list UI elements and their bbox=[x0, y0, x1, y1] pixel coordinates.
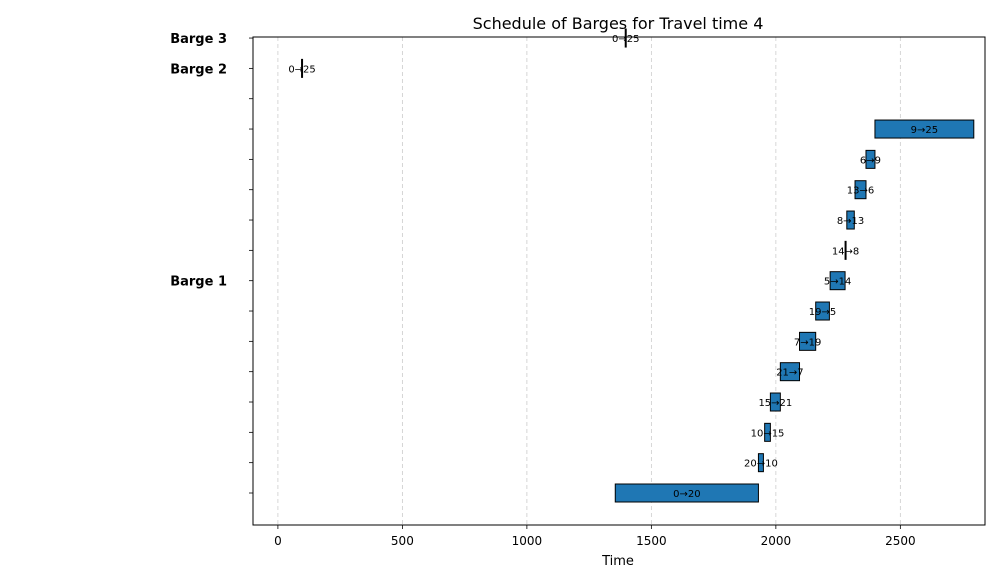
task-bar bbox=[874, 119, 975, 139]
task-bar bbox=[779, 362, 801, 382]
task-label: 13→6 bbox=[847, 186, 874, 197]
y-axis: Barge 1 Barge 2 Barge 3 bbox=[170, 32, 253, 494]
task-bar bbox=[757, 453, 764, 473]
task-bar bbox=[301, 58, 304, 78]
task-bar bbox=[614, 483, 759, 503]
x-tick-label: 1000 bbox=[512, 534, 543, 548]
task-label: 6→9 bbox=[860, 155, 881, 166]
y-row-label: Barge 1 bbox=[170, 275, 227, 290]
task-label: 5→14 bbox=[824, 277, 851, 288]
task-bar bbox=[815, 301, 830, 321]
task-label: 20→10 bbox=[744, 459, 778, 470]
task-bar bbox=[846, 210, 855, 230]
task-bar bbox=[769, 392, 781, 412]
grid-lines bbox=[277, 37, 901, 525]
x-axis: 0 500 1000 1500 2000 2500 bbox=[274, 525, 916, 548]
task-label: 7→19 bbox=[794, 337, 821, 348]
task-bar bbox=[854, 180, 867, 200]
task-bars: 0→20 20→10 10→15 15→21 21→7 7→19 19→5 5→14 14→8 8… bbox=[288, 28, 975, 503]
task-label: 0→20 bbox=[673, 489, 700, 500]
task-bar bbox=[764, 422, 771, 442]
y-row-label: Barge 2 bbox=[170, 62, 227, 77]
task-bar bbox=[829, 271, 846, 291]
task-bar bbox=[799, 331, 817, 351]
x-tick-label: 2000 bbox=[761, 534, 792, 548]
x-axis-label: Time bbox=[601, 554, 634, 569]
plot-frame bbox=[252, 36, 986, 526]
x-tick-label: 2500 bbox=[885, 534, 916, 548]
axes-frame bbox=[252, 36, 986, 526]
task-label: 8→13 bbox=[837, 216, 864, 227]
task-label: 9→25 bbox=[911, 125, 938, 136]
chart-title: Schedule of Barges for Travel time 4 bbox=[473, 14, 764, 33]
task-bar bbox=[865, 149, 876, 169]
task-bar bbox=[844, 240, 847, 260]
task-label: 15→21 bbox=[758, 398, 792, 409]
x-tick-label: 500 bbox=[391, 534, 414, 548]
task-label: 21→7 bbox=[776, 368, 803, 379]
task-label: 0→25 bbox=[288, 64, 315, 75]
task-bar bbox=[624, 28, 627, 48]
x-tick-label: 1500 bbox=[636, 534, 667, 548]
y-row-label: Barge 3 bbox=[170, 32, 227, 47]
task-label: 0→25 bbox=[612, 34, 639, 45]
task-label: 19→5 bbox=[809, 307, 836, 318]
x-tick-label: 0 bbox=[274, 534, 282, 548]
task-label: 10→15 bbox=[751, 428, 785, 439]
task-label: 14→8 bbox=[832, 246, 859, 257]
